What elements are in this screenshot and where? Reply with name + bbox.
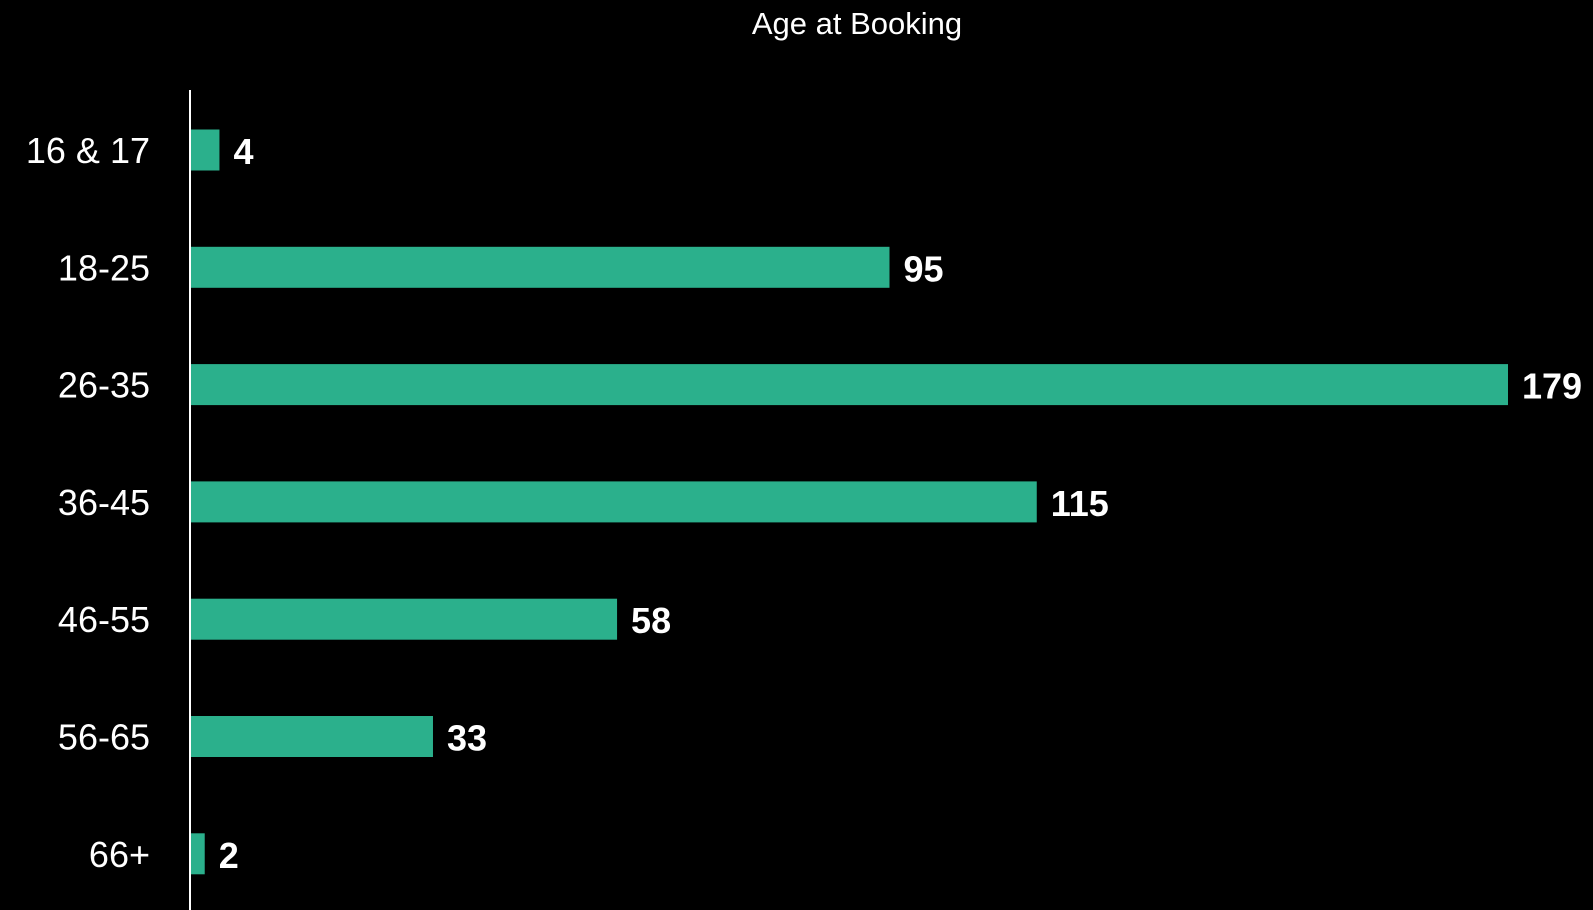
value-label-3: 115 — [1051, 483, 1109, 524]
category-label-0: 16 & 17 — [26, 130, 150, 171]
value-labels-group: 4 95 179 115 58 33 2 — [219, 131, 1582, 876]
bars-group — [190, 129, 1508, 875]
category-label-1: 18-25 — [58, 247, 150, 288]
category-label-5: 56-65 — [58, 717, 150, 758]
category-label-3: 36-45 — [58, 482, 150, 523]
value-label-6: 2 — [219, 835, 239, 876]
chart-title: Age at Booking — [752, 6, 962, 41]
category-labels-group: 16 & 17 18-25 26-35 36-45 46-55 56-65 66+ — [26, 130, 150, 875]
category-label-6: 66+ — [89, 834, 150, 875]
value-label-0: 4 — [233, 131, 253, 172]
bar-4 — [190, 598, 618, 640]
bar-5 — [190, 716, 433, 757]
value-label-5: 33 — [447, 718, 487, 759]
value-label-4: 58 — [631, 600, 671, 641]
bar-3 — [190, 481, 1037, 523]
bar-1 — [190, 246, 890, 288]
bar-0 — [190, 129, 220, 171]
category-label-4: 46-55 — [58, 599, 150, 640]
bar-6 — [190, 833, 205, 875]
value-label-1: 95 — [903, 248, 943, 289]
category-label-2: 26-35 — [58, 365, 150, 406]
bar-2 — [190, 364, 1508, 406]
value-label-2: 179 — [1522, 366, 1582, 407]
